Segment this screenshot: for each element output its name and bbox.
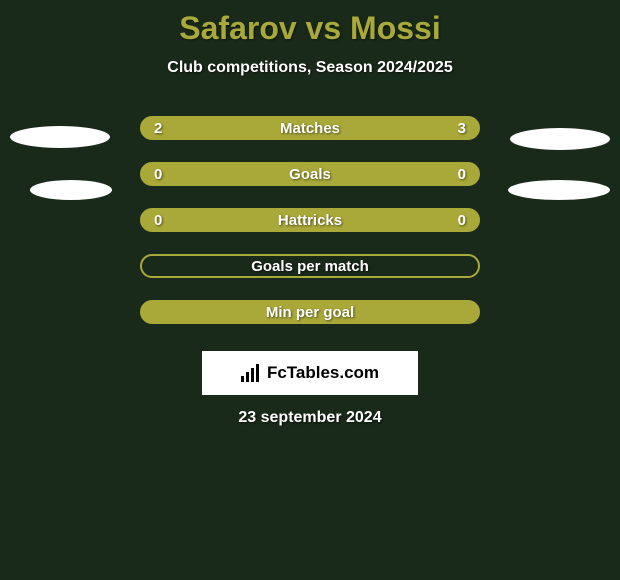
page-title: Safarov vs Mossi [0,0,620,47]
stat-row-goals: 0 Goals 0 [0,151,620,197]
bars-icon [241,364,263,382]
stat-value-left: 0 [154,166,162,183]
stat-label: Matches [280,120,340,137]
stat-value-right: 3 [458,120,466,137]
stat-row-hattricks: 0 Hattricks 0 [0,197,620,243]
comparison-infographic: Safarov vs Mossi Club competitions, Seas… [0,0,620,580]
stat-label: Goals per match [251,258,369,275]
page-subtitle: Club competitions, Season 2024/2025 [0,59,620,77]
stat-row-goals-per-match: Goals per match [0,243,620,289]
stat-value-left: 0 [154,212,162,229]
brand-logo: FcTables.com [241,363,379,383]
stat-bar: 0 Hattricks 0 [140,208,480,232]
stat-bar: 2 Matches 3 [140,116,480,140]
stat-label: Hattricks [278,212,342,229]
stat-value-right: 0 [458,212,466,229]
snapshot-date: 23 september 2024 [0,409,620,427]
stat-bar: 0 Goals 0 [140,162,480,186]
stat-label: Goals [289,166,331,183]
stat-rows: 2 Matches 3 0 Goals 0 0 Hattricks 0 Goal… [0,105,620,335]
brand-logo-box: FcTables.com [202,351,418,395]
stat-bar: Goals per match [140,254,480,278]
stat-row-min-per-goal: Min per goal [0,289,620,335]
stat-value-right: 0 [458,166,466,183]
stat-bar: Min per goal [140,300,480,324]
stat-row-matches: 2 Matches 3 [0,105,620,151]
brand-logo-text: FcTables.com [267,363,379,383]
stat-value-left: 2 [154,120,162,137]
stat-label: Min per goal [266,304,354,321]
